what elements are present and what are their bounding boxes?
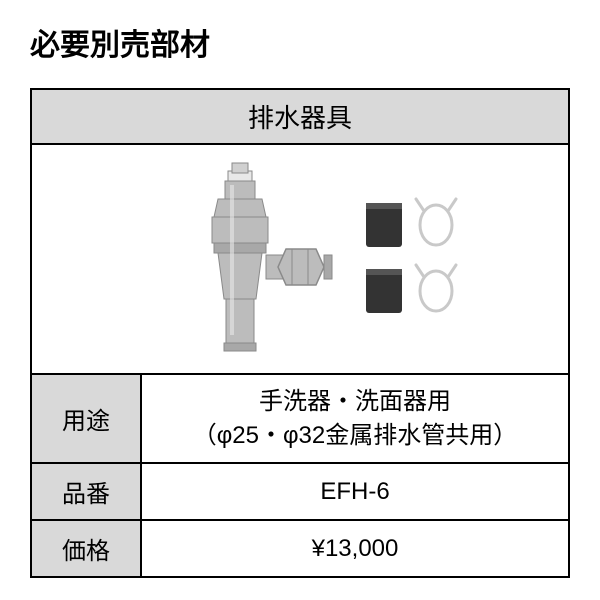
usage-line2: （φ25・φ32金属排水管共用） [193,422,518,449]
row-label-model: 品番 [31,463,141,520]
section-title: 必要別売部材 [30,20,570,64]
usage-line1: 手洗器・洗面器用 [259,388,451,415]
row-label-price: 価格 [31,520,141,577]
drain-fitting-icon [140,159,460,359]
table-row: 用途 手洗器・洗面器用 （φ25・φ32金属排水管共用） [31,374,569,463]
table-header: 排水器具 [31,89,569,144]
parts-table: 排水器具 [30,88,570,578]
row-label-usage: 用途 [31,374,141,463]
row-value-model: EFH-6 [141,463,569,520]
product-image-cell [31,144,569,374]
row-value-usage: 手洗器・洗面器用 （φ25・φ32金属排水管共用） [141,374,569,463]
table-row: 品番 EFH-6 [31,463,569,520]
row-value-price: ¥13,000 [141,520,569,577]
table-row: 価格 ¥13,000 [31,520,569,577]
